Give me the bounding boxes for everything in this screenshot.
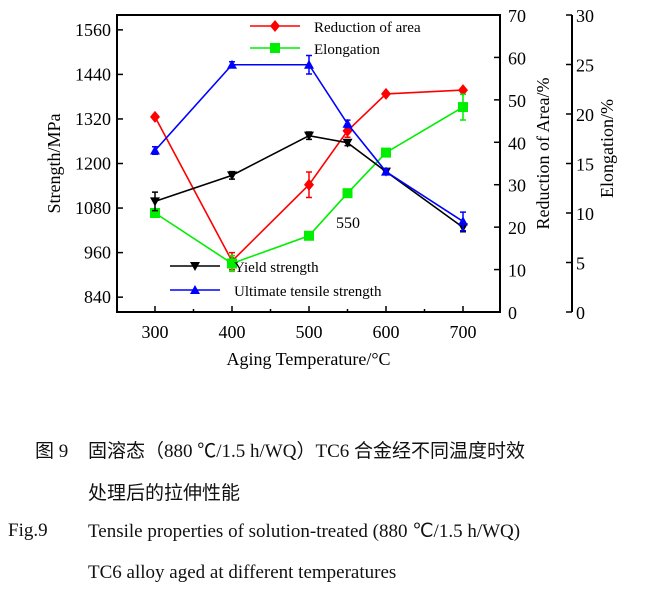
data-point	[342, 188, 353, 199]
left-tick-label: 960	[84, 243, 111, 263]
legend-label: Reduction of area	[314, 20, 421, 36]
right1-tick-label: 0	[508, 303, 517, 323]
caption-en-label: Fig.9	[8, 520, 48, 541]
data-point	[150, 145, 160, 155]
x-tick-label: 700	[450, 322, 477, 342]
series-line-0	[154, 89, 464, 263]
left-axis-label: Strength/MPa	[44, 113, 64, 213]
x-tick-label: 400	[219, 322, 246, 342]
series-line-1	[154, 106, 464, 265]
right2-tick-label: 10	[576, 204, 594, 224]
data-point	[458, 216, 468, 226]
data-point	[304, 131, 314, 141]
data-point	[381, 87, 391, 100]
data-point	[227, 59, 237, 69]
data-point	[304, 178, 314, 191]
right1-axis-label: Reduction of Area/%	[533, 78, 553, 230]
data-point	[304, 230, 314, 241]
left-tick-label: 1440	[75, 64, 111, 84]
data-point	[342, 138, 353, 148]
x-tick-label: 600	[373, 322, 400, 342]
legend-marker	[270, 43, 280, 53]
data-point	[150, 208, 160, 218]
right2-tick-label: 20	[576, 105, 594, 125]
x-axis-label: Aging Temperature/°C	[226, 349, 390, 369]
caption-en-line1: Tensile properties of solution-treated (…	[88, 521, 521, 542]
right1-tick-label: 60	[508, 48, 526, 68]
right2-tick-label: 25	[576, 56, 594, 76]
annotation-550: 550	[336, 215, 360, 232]
x-tick-label: 300	[142, 322, 169, 342]
right1-tick-label: 20	[508, 218, 526, 238]
data-point	[381, 166, 391, 176]
right1-tick-label: 70	[508, 6, 526, 26]
left-tick-label: 1320	[75, 109, 111, 129]
right1-tick-label: 10	[508, 261, 526, 281]
data-point	[150, 197, 160, 207]
left-tick-label: 1080	[75, 198, 111, 218]
left-tick-label: 840	[84, 287, 111, 307]
right1-tick-label: 50	[508, 91, 526, 111]
caption-cn-line2: 处理后的拉伸性能	[88, 483, 241, 504]
right2-tick-label: 0	[576, 303, 585, 323]
caption-cn-label: 图 9	[35, 441, 69, 462]
legend-marker	[270, 20, 280, 32]
data-point	[458, 84, 468, 97]
caption-en-line2: TC6 alloy aged at different temperatures	[88, 562, 397, 583]
legend-label: Yield strength	[234, 260, 319, 276]
legend-marker	[190, 262, 200, 271]
legend-label: Elongation	[314, 42, 380, 58]
series-line-2	[154, 134, 464, 229]
data-point	[304, 59, 314, 69]
right2-tick-label: 5	[576, 254, 585, 274]
left-tick-label: 1200	[75, 154, 111, 174]
right2-tick-label: 15	[576, 155, 594, 175]
left-tick-label: 1560	[75, 20, 111, 40]
legend-label: Ultimate tensile strength	[234, 284, 382, 300]
data-point	[227, 258, 237, 269]
legend-marker	[190, 285, 200, 294]
data-point	[342, 118, 353, 128]
data-point	[458, 102, 468, 113]
data-point	[381, 147, 391, 158]
right1-tick-label: 30	[508, 176, 526, 196]
right1-tick-label: 40	[508, 133, 526, 153]
x-tick-label: 500	[296, 322, 323, 342]
series-line-3	[154, 63, 464, 223]
data-point	[150, 110, 160, 123]
right2-tick-label: 30	[576, 6, 594, 26]
data-point	[227, 171, 237, 181]
right2-axis-label: Elongation/%	[597, 99, 617, 198]
caption-cn-line1: 固溶态（880 ℃/1.5 h/WQ）TC6 合金经不同温度时效	[88, 441, 525, 462]
